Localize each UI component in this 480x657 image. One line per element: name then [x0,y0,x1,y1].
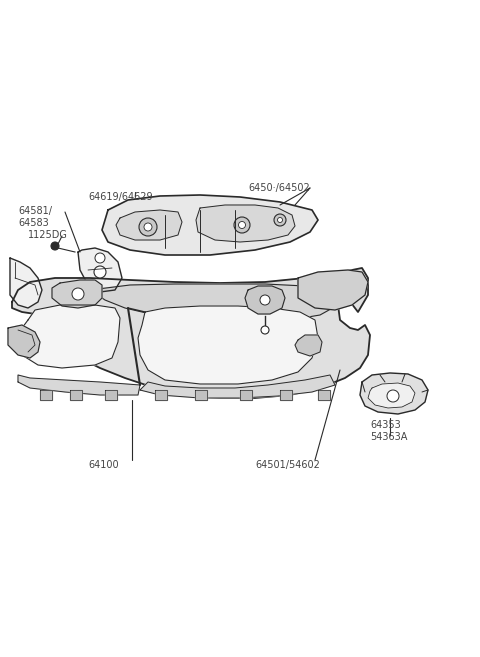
Polygon shape [40,390,52,400]
Polygon shape [18,375,140,395]
Polygon shape [298,270,368,310]
Circle shape [139,218,157,236]
Text: 64581/: 64581/ [18,206,52,216]
Polygon shape [12,268,370,398]
Circle shape [239,221,245,229]
Polygon shape [295,335,322,356]
Polygon shape [18,305,120,368]
Text: 6450·/64502: 6450·/64502 [248,183,310,193]
Polygon shape [105,390,117,400]
Text: 64501/54602: 64501/54602 [255,460,320,470]
Circle shape [274,214,286,226]
Polygon shape [10,258,42,308]
Text: 64619/64629: 64619/64629 [88,192,153,202]
Polygon shape [52,280,102,308]
Polygon shape [155,390,167,400]
Text: 64583: 64583 [18,218,49,228]
Polygon shape [140,375,335,398]
Polygon shape [70,390,82,400]
Circle shape [72,288,84,300]
Polygon shape [8,325,40,358]
Circle shape [94,266,106,278]
Polygon shape [360,373,428,414]
Circle shape [261,326,269,334]
Polygon shape [116,210,182,240]
Circle shape [387,390,399,402]
Polygon shape [280,390,292,400]
Circle shape [277,217,283,223]
Polygon shape [240,390,252,400]
Text: 64100: 64100 [88,460,119,470]
Polygon shape [102,195,318,255]
Circle shape [144,223,152,231]
Polygon shape [90,284,340,322]
Circle shape [51,242,59,250]
Polygon shape [78,248,122,292]
Polygon shape [138,306,318,384]
Circle shape [234,217,250,233]
Polygon shape [368,383,415,408]
Polygon shape [318,390,330,400]
Circle shape [95,253,105,263]
Circle shape [260,295,270,305]
Polygon shape [245,286,285,314]
Text: 1125DG: 1125DG [28,230,68,240]
Polygon shape [195,390,207,400]
Text: 54363A: 54363A [370,432,408,442]
Polygon shape [196,205,295,242]
Text: 64353: 64353 [370,420,401,430]
